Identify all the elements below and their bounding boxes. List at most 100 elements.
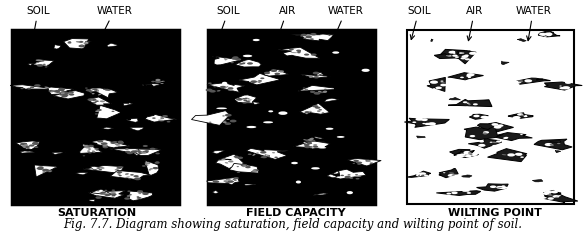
Circle shape (319, 74, 323, 76)
Circle shape (520, 156, 524, 158)
Circle shape (264, 72, 270, 74)
Polygon shape (543, 190, 561, 199)
Text: SOIL: SOIL (217, 6, 240, 40)
Ellipse shape (49, 171, 52, 172)
Circle shape (153, 167, 158, 169)
Circle shape (118, 175, 122, 176)
Ellipse shape (88, 148, 91, 150)
Ellipse shape (61, 92, 65, 94)
Circle shape (67, 42, 71, 44)
Circle shape (40, 60, 45, 62)
Circle shape (425, 123, 431, 125)
Polygon shape (145, 161, 159, 176)
Circle shape (124, 197, 130, 200)
Circle shape (261, 157, 263, 158)
Polygon shape (10, 85, 56, 89)
Polygon shape (449, 97, 461, 100)
Circle shape (93, 102, 97, 103)
Ellipse shape (449, 172, 454, 174)
Polygon shape (492, 133, 532, 141)
Circle shape (230, 120, 237, 122)
Polygon shape (145, 114, 177, 122)
Circle shape (91, 100, 94, 101)
Ellipse shape (84, 146, 90, 148)
Circle shape (59, 93, 64, 96)
Polygon shape (53, 91, 84, 99)
Ellipse shape (103, 145, 108, 147)
Ellipse shape (149, 168, 154, 170)
Circle shape (260, 77, 264, 79)
Circle shape (213, 180, 219, 183)
Polygon shape (246, 148, 288, 159)
Ellipse shape (224, 58, 227, 60)
Circle shape (248, 154, 251, 155)
Circle shape (456, 154, 462, 156)
Circle shape (513, 116, 520, 119)
Polygon shape (327, 174, 337, 178)
Circle shape (463, 101, 468, 103)
Circle shape (314, 76, 319, 79)
Ellipse shape (229, 160, 233, 162)
Ellipse shape (22, 146, 26, 148)
Polygon shape (451, 51, 476, 64)
Ellipse shape (309, 75, 313, 78)
Circle shape (538, 196, 546, 199)
Circle shape (353, 163, 355, 164)
Circle shape (227, 180, 234, 183)
Polygon shape (130, 127, 144, 131)
Polygon shape (192, 111, 230, 125)
Circle shape (137, 196, 139, 197)
Circle shape (274, 73, 280, 75)
Circle shape (297, 52, 301, 53)
Polygon shape (124, 103, 132, 106)
Circle shape (459, 154, 465, 156)
Polygon shape (265, 155, 270, 157)
Circle shape (155, 153, 160, 154)
Circle shape (247, 62, 253, 65)
Circle shape (464, 152, 471, 155)
Circle shape (251, 171, 254, 172)
Circle shape (54, 167, 57, 168)
Circle shape (496, 141, 502, 143)
Polygon shape (404, 118, 449, 127)
Circle shape (234, 180, 237, 181)
Polygon shape (126, 118, 138, 122)
Circle shape (58, 88, 65, 91)
Text: WATER: WATER (515, 6, 551, 41)
Circle shape (95, 113, 98, 114)
Circle shape (103, 146, 108, 148)
Ellipse shape (483, 132, 487, 134)
Circle shape (83, 155, 85, 156)
Polygon shape (299, 103, 330, 114)
Circle shape (111, 196, 114, 198)
Circle shape (461, 154, 466, 157)
Circle shape (113, 141, 117, 143)
Circle shape (213, 86, 216, 87)
Text: AIR: AIR (466, 6, 483, 41)
Ellipse shape (91, 93, 94, 94)
Circle shape (93, 88, 98, 90)
Circle shape (111, 193, 117, 196)
Circle shape (314, 92, 321, 95)
Circle shape (241, 164, 247, 167)
Circle shape (452, 174, 459, 177)
Polygon shape (84, 165, 124, 173)
Ellipse shape (555, 197, 558, 198)
Ellipse shape (272, 152, 275, 153)
Ellipse shape (227, 119, 230, 120)
Ellipse shape (263, 121, 273, 123)
Ellipse shape (135, 149, 138, 151)
Circle shape (59, 88, 64, 90)
Circle shape (68, 93, 71, 95)
Polygon shape (437, 191, 481, 195)
Circle shape (305, 36, 312, 38)
Circle shape (524, 79, 532, 82)
Polygon shape (291, 34, 334, 41)
Polygon shape (464, 126, 503, 140)
Polygon shape (90, 166, 100, 170)
Circle shape (248, 166, 250, 167)
Polygon shape (488, 149, 527, 162)
Circle shape (441, 80, 444, 82)
Ellipse shape (549, 193, 551, 195)
Circle shape (96, 195, 98, 196)
